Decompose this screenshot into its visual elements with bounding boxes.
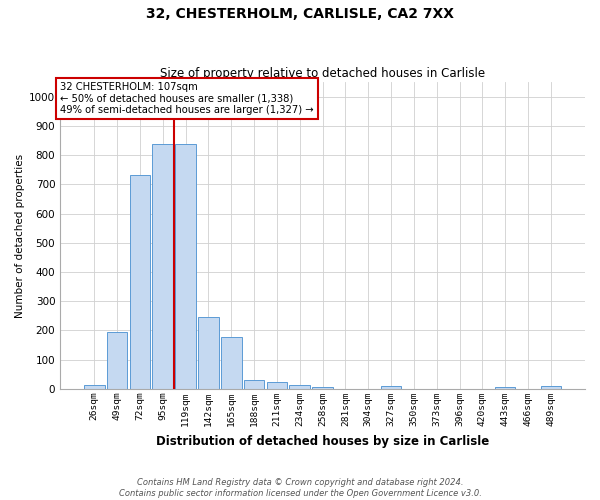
Bar [84,386,104,389]
Bar [381,386,401,389]
Bar [152,144,173,389]
Title: Size of property relative to detached houses in Carlisle: Size of property relative to detached ho… [160,66,485,80]
Text: Contains HM Land Registry data © Crown copyright and database right 2024.
Contai: Contains HM Land Registry data © Crown c… [119,478,481,498]
Bar [107,332,127,389]
X-axis label: Distribution of detached houses by size in Carlisle: Distribution of detached houses by size … [156,434,489,448]
Bar [244,380,265,389]
Bar [266,382,287,389]
Bar [541,386,561,389]
Y-axis label: Number of detached properties: Number of detached properties [15,154,25,318]
Text: 32, CHESTERHOLM, CARLISLE, CA2 7XX: 32, CHESTERHOLM, CARLISLE, CA2 7XX [146,8,454,22]
Bar [175,144,196,389]
Bar [130,175,150,389]
Bar [221,337,242,389]
Bar [313,386,333,389]
Bar [289,385,310,389]
Text: 32 CHESTERHOLM: 107sqm
← 50% of detached houses are smaller (1,338)
49% of semi-: 32 CHESTERHOLM: 107sqm ← 50% of detached… [60,82,314,116]
Bar [495,386,515,389]
Bar [198,318,219,389]
